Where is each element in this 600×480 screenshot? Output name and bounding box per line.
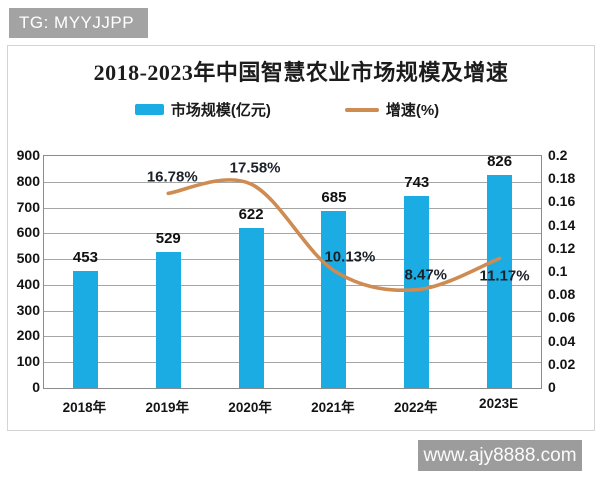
bar-series-swatch-icon <box>134 104 164 115</box>
chart-card: 2018-2023年中国智慧农业市场规模及增速 市场规模(亿元) 增速(%) 9… <box>7 45 595 431</box>
left-axis-tick: 400 <box>16 275 40 292</box>
gridline <box>44 181 541 183</box>
left-axis-tick: 900 <box>16 147 40 163</box>
legend-label-growth-rate: 增速(%) <box>385 102 440 119</box>
right-axis-tick: 0.2 <box>548 147 568 163</box>
growth-value-label: 16.78% <box>146 168 198 186</box>
right-axis: 0.2 0.18 0.16 0.14 0.12 0.1 0.08 0.06 0.04 0.02 0 <box>548 147 594 395</box>
left-axis: 900 800 700 600 500 400 300 200 100 0 <box>10 147 40 395</box>
bar-2020年 <box>238 227 264 388</box>
bar-value-label: 622 <box>238 205 264 223</box>
watermark-top-left: TG: MYYJJPP <box>9 8 148 38</box>
x-axis-label: 2019年 <box>145 400 190 415</box>
left-axis-tick: 0 <box>32 379 40 395</box>
gridline <box>44 362 541 364</box>
left-axis-tick: 800 <box>16 172 40 189</box>
bar-value-label: 529 <box>155 229 181 247</box>
watermark-bottom-right: www.ajy8888.com <box>418 440 582 471</box>
growth-value-label: 17.58% <box>229 159 281 177</box>
bar-2018年 <box>72 271 98 388</box>
x-axis: 2018年 2019年 2020年 2021年 2022年 2023E <box>43 396 540 415</box>
legend-label-market-size: 市场规模(亿元) <box>170 102 271 119</box>
bar-value-label: 453 <box>72 249 98 267</box>
bar-value-label: 743 <box>404 174 430 192</box>
bar-2022年 <box>404 196 430 388</box>
x-axis-label: 2023E <box>479 396 519 411</box>
left-axis-tick: 700 <box>16 198 40 215</box>
gridline <box>44 207 541 209</box>
right-axis-tick: 0.04 <box>548 332 576 349</box>
chart-title: 2018-2023年中国智慧农业市场规模及增速 <box>93 60 509 85</box>
legend-item-market-size: 市场规模(亿元) <box>134 99 271 120</box>
left-axis-tick: 600 <box>16 224 40 241</box>
left-axis-tick: 100 <box>16 353 40 370</box>
growth-value-label: 11.17% <box>479 267 530 285</box>
x-axis-label: 2021年 <box>311 400 355 415</box>
right-axis-tick: 0.06 <box>548 309 576 326</box>
gridline <box>44 233 541 235</box>
x-axis-label: 2018年 <box>62 400 107 415</box>
chart-legend: 市场规模(亿元) 增速(%) <box>0 99 580 120</box>
right-axis-tick: 0.1 <box>548 263 568 279</box>
growth-line-svg <box>166 178 502 292</box>
left-axis-tick: 300 <box>16 301 40 318</box>
gridline <box>44 284 541 286</box>
right-axis-tick: 0.12 <box>548 239 576 256</box>
growth-value-label: 10.13% <box>324 248 376 266</box>
bar-value-label: 826 <box>487 153 513 171</box>
right-axis-tick: 0.18 <box>548 170 576 187</box>
x-axis-label: 2022年 <box>393 400 438 415</box>
plot-area: 453 529 622 685 743 826 16.78% 17.58% 10.13% 8.47… <box>43 153 542 389</box>
growth-line-path <box>166 178 502 292</box>
right-axis-tick: 0.14 <box>548 216 576 233</box>
left-axis-tick: 200 <box>16 327 40 344</box>
gridline <box>44 336 541 338</box>
x-axis-label: 2020年 <box>228 400 272 415</box>
bar-2023E <box>487 175 513 388</box>
right-axis-tick: 0.02 <box>548 355 576 372</box>
left-axis-tick: 500 <box>16 250 40 267</box>
right-axis-tick: 0.08 <box>548 286 576 303</box>
bar-2019年 <box>155 251 181 388</box>
right-axis-tick: 0.16 <box>548 193 576 210</box>
gridline <box>44 310 541 312</box>
bar-2021年 <box>321 211 347 388</box>
right-axis-tick: 0 <box>548 379 556 395</box>
legend-item-growth-rate: 增速(%) <box>344 99 440 120</box>
line-series-swatch-icon <box>344 107 379 112</box>
growth-value-label: 8.47% <box>404 266 448 284</box>
gridline <box>44 259 541 261</box>
bar-value-label: 685 <box>321 189 347 207</box>
